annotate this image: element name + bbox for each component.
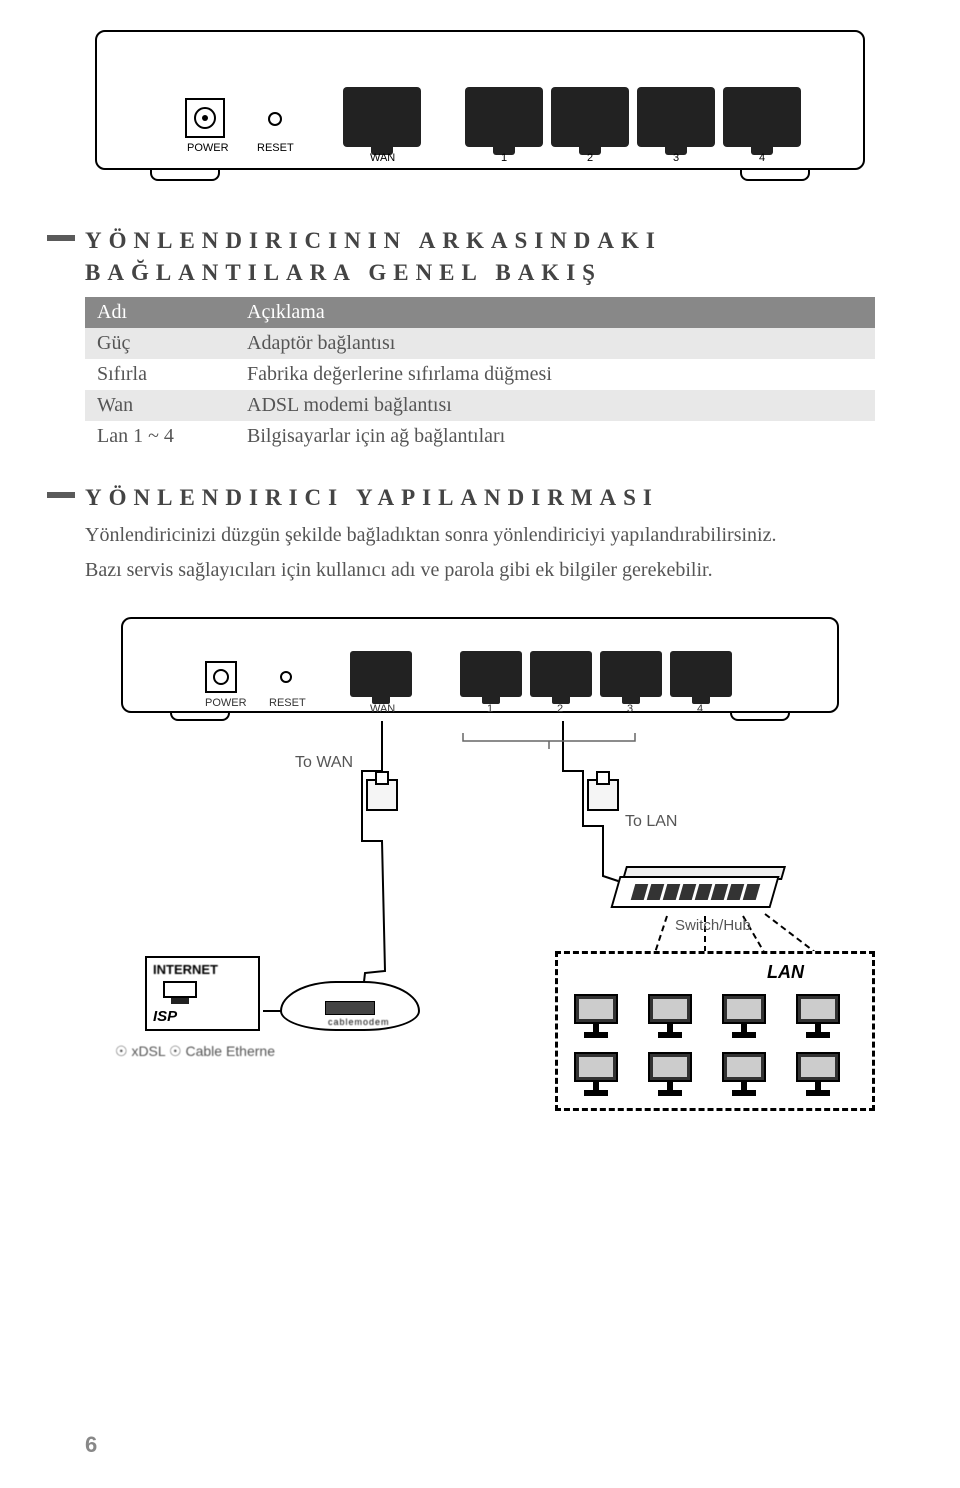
reset-button-icon xyxy=(280,671,292,683)
table-row: Güç Adaptör bağlantısı xyxy=(85,328,875,359)
reset-button-icon xyxy=(268,112,282,126)
section-2-body-2: Bazı servis sağlayıcıları için kullanıcı… xyxy=(85,556,875,585)
lan4-label: 4 xyxy=(759,152,765,164)
switch-slot-icon xyxy=(727,884,745,900)
table-header-desc: Açıklama xyxy=(235,297,875,328)
router-back-figure-top: POWER RESET WAN 1 2 3 4 xyxy=(85,20,875,195)
isp-label: ISP xyxy=(153,1008,252,1025)
section-1-header: YÖNLENDIRICININ ARKASINDAKI BAĞLANTILARA… xyxy=(85,225,875,289)
lan3-label: 3 xyxy=(673,152,679,164)
cell-desc: Adaptör bağlantısı xyxy=(235,328,875,359)
page-number: 6 xyxy=(85,1432,97,1458)
table-row: Lan 1 ~ 4 Bilgisayarlar için ağ bağlantı… xyxy=(85,421,875,452)
cell-desc: Fabrika değerlerine sıfırlama düğmesi xyxy=(235,359,875,390)
wan-label: WAN xyxy=(370,152,395,164)
modem-label: cablemodem xyxy=(328,1017,390,1027)
lan3-port-icon xyxy=(637,87,715,147)
table-header-name: Adı xyxy=(85,297,235,328)
lan2-label: 2 xyxy=(557,703,563,715)
reset-label: RESET xyxy=(269,697,306,709)
modem-slot-icon xyxy=(325,1001,375,1015)
switch-slot-icon xyxy=(695,884,713,900)
cell-desc: ADSL modemi bağlantısı xyxy=(235,390,875,421)
lan2-port-icon xyxy=(551,87,629,147)
cell-desc: Bilgisayarlar için ağ bağlantıları xyxy=(235,421,875,452)
wan-port-icon xyxy=(350,651,412,697)
switch-slot-icon xyxy=(647,884,665,900)
power-label: POWER xyxy=(205,697,247,709)
power-jack-icon xyxy=(185,98,225,138)
cell-name: Lan 1 ~ 4 xyxy=(85,421,235,452)
lan1-label: 1 xyxy=(501,152,507,164)
lan3-label: 3 xyxy=(627,703,633,715)
pc-icon xyxy=(794,1052,842,1096)
heading-bullet-icon xyxy=(47,492,75,498)
switch-slot-icon xyxy=(663,884,681,900)
isp-box: INTERNET ISP xyxy=(145,956,260,1031)
power-jack-icon xyxy=(205,661,237,693)
table-row: Sıfırla Fabrika değerlerine sıfırlama dü… xyxy=(85,359,875,390)
section-2-body-1: Yönlendiricinizi düzgün şekilde bağladık… xyxy=(85,521,875,550)
wan-port-icon xyxy=(343,87,421,147)
lan1-port-icon xyxy=(460,651,522,697)
to-lan-label: To LAN xyxy=(625,813,677,831)
isp-server-icon xyxy=(163,981,197,998)
switch-hub-label: Switch/Hub xyxy=(675,917,751,934)
lan1-port-icon xyxy=(465,87,543,147)
lan4-label: 4 xyxy=(697,703,703,715)
lan3-port-icon xyxy=(600,651,662,697)
switch-slot-icon xyxy=(679,884,697,900)
section-2-heading: YÖNLENDIRICI YAPILANDIRMASI xyxy=(85,482,659,514)
cell-name: Sıfırla xyxy=(85,359,235,390)
lan2-label: 2 xyxy=(587,152,593,164)
pc-icon xyxy=(646,1052,694,1096)
pc-icon xyxy=(794,994,842,1038)
router-foot-right xyxy=(740,169,810,181)
pc-icon xyxy=(646,994,694,1038)
switch-slot-icon xyxy=(711,884,729,900)
section-2-header: YÖNLENDIRICI YAPILANDIRMASI xyxy=(85,482,875,514)
ports-description-table: Adı Açıklama Güç Adaptör bağlantısı Sıfı… xyxy=(85,297,875,452)
lan1-label: 1 xyxy=(487,703,493,715)
wan-label: WAN xyxy=(370,703,395,715)
rj-connector-icon xyxy=(366,779,398,811)
connection-diagram: POWER RESET WAN 1 2 3 4 To WAN To LAN Sw… xyxy=(85,611,875,1121)
pc-grid xyxy=(572,994,842,1096)
switch-hub-icon xyxy=(615,866,785,916)
switch-slots xyxy=(631,884,761,900)
connection-type-labels: ☉ xDSL ☉ Cable Etherne xyxy=(115,1043,275,1060)
lan-title: LAN xyxy=(767,962,804,983)
lan2-port-icon xyxy=(530,651,592,697)
to-wan-label: To WAN xyxy=(295,754,353,772)
pc-icon xyxy=(720,1052,768,1096)
section-1-heading: YÖNLENDIRICININ ARKASINDAKI BAĞLANTILARA… xyxy=(85,225,875,289)
table-row: Wan ADSL modemi bağlantısı xyxy=(85,390,875,421)
pc-icon xyxy=(572,1052,620,1096)
lan4-port-icon xyxy=(670,651,732,697)
cell-name: Güç xyxy=(85,328,235,359)
reset-label: RESET xyxy=(257,142,294,154)
internet-label: INTERNET xyxy=(153,962,252,977)
rj-connector-icon xyxy=(587,779,619,811)
lan4-port-icon xyxy=(723,87,801,147)
heading-bullet-icon xyxy=(47,235,75,241)
lan-box: LAN xyxy=(555,951,875,1111)
pc-icon xyxy=(720,994,768,1038)
router-back-figure-bottom: POWER RESET WAN 1 2 3 4 xyxy=(115,611,845,731)
power-label: POWER xyxy=(187,142,229,154)
cell-name: Wan xyxy=(85,390,235,421)
pc-icon xyxy=(572,994,620,1038)
router-foot-left xyxy=(150,169,220,181)
